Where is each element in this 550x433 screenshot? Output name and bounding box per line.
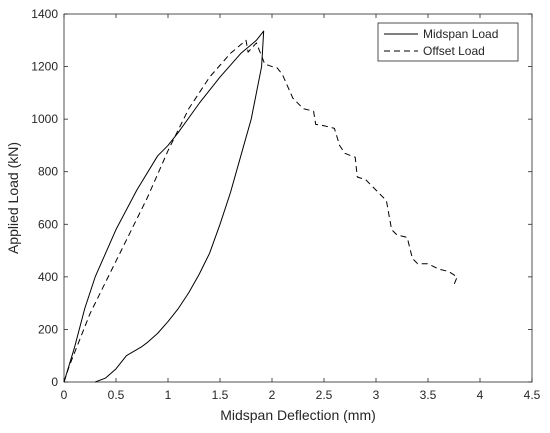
series-line-offset-load — [63, 39, 458, 383]
x-tick-label: 1.5 — [212, 388, 229, 402]
legend: Midspan Load Offset Load — [377, 22, 519, 62]
legend-entry-label: Offset Load — [423, 44, 485, 58]
plot-area: 0 0.5 1 1.5 2 2.5 3 3.5 4 4.5 0 200 400 600 800 1000 120… — [31, 7, 540, 402]
x-tick-label: 0 — [61, 388, 68, 402]
x-tick-label: 4.5 — [524, 388, 541, 402]
y-tick-label: 1200 — [31, 60, 58, 74]
x-axis-label: Midspan Deflection (mm) — [220, 407, 376, 423]
x-tick-label: 3 — [373, 388, 380, 402]
y-tick-label: 1000 — [31, 112, 58, 126]
y-tick-label: 0 — [51, 375, 58, 389]
series-line-midspan-load — [63, 30, 265, 383]
axes-box — [63, 13, 533, 383]
legend-box — [377, 22, 519, 62]
x-tick-label: 2.5 — [316, 388, 333, 402]
y-axis-label: Applied Load (kN) — [5, 142, 21, 254]
y-tick-label: 800 — [38, 165, 58, 179]
y-tick-label: 600 — [38, 217, 58, 231]
x-tick-label: 3.5 — [420, 388, 437, 402]
x-tick-label: 2 — [269, 388, 276, 402]
x-tick-label: 4 — [477, 388, 484, 402]
y-tick-label: 1400 — [31, 7, 58, 21]
y-tick-label: 200 — [38, 322, 58, 336]
y-tick-label: 400 — [38, 270, 58, 284]
x-tick-label: 0.5 — [108, 388, 125, 402]
x-tick-label: 1 — [165, 388, 172, 402]
legend-entry-label: Midspan Load — [423, 27, 498, 41]
